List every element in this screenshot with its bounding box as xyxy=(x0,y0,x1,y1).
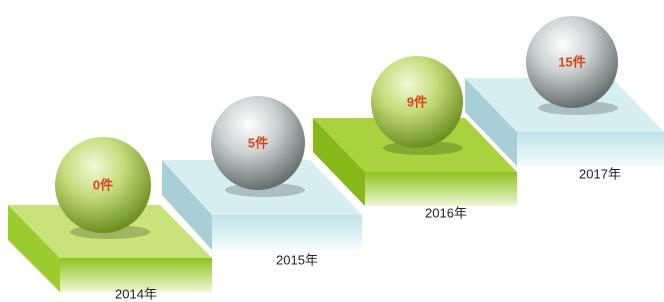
infographic: 0件 5件 9件 15件 2014年 2015年 2016年 2017年 xyxy=(0,0,664,302)
count-label: 5件 xyxy=(248,135,268,150)
count-label: 9件 xyxy=(407,94,427,109)
year-label: 2016年 xyxy=(425,205,467,220)
year-label: 2014年 xyxy=(115,286,157,301)
count-label: 15件 xyxy=(558,54,585,69)
year-label: 2015年 xyxy=(276,252,318,267)
year-label: 2017年 xyxy=(579,166,621,181)
count-label: 0件 xyxy=(93,177,113,192)
